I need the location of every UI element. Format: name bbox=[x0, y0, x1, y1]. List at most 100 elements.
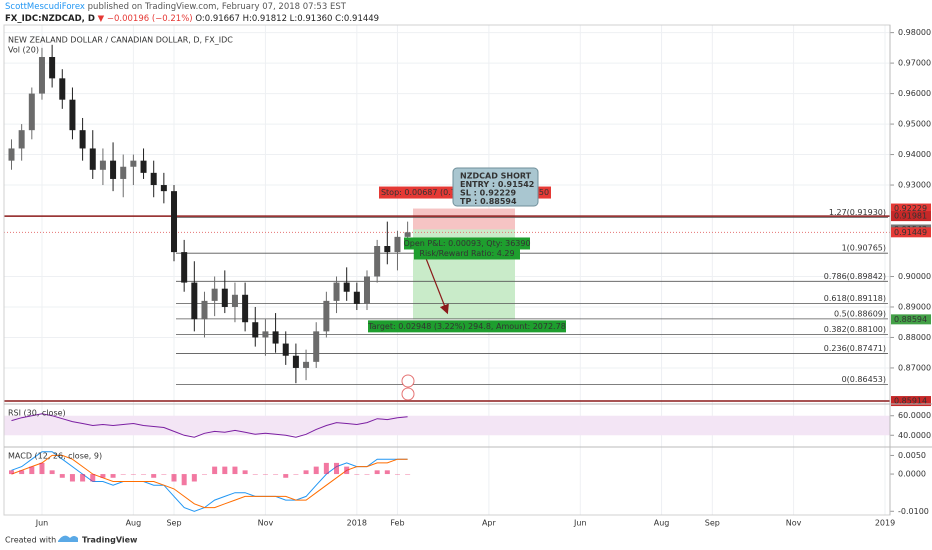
callout-box bbox=[452, 167, 539, 207]
price-label-bg bbox=[891, 227, 931, 238]
stop-zone bbox=[413, 208, 515, 230]
candle-body bbox=[211, 288, 218, 301]
y-tick-label: 60.0000 bbox=[898, 411, 931, 420]
candle-body bbox=[242, 294, 249, 323]
y-tick-label: 0.0050 bbox=[898, 451, 926, 460]
histogram-bar bbox=[334, 462, 340, 475]
y-tick-label: 0.94000 bbox=[898, 150, 931, 159]
histogram-bar bbox=[80, 474, 86, 482]
position-label-bg bbox=[414, 247, 520, 260]
histogram-bar bbox=[39, 462, 45, 475]
candle-body bbox=[201, 300, 208, 320]
histogram-bar bbox=[59, 474, 65, 478]
x-tick-label: Jun bbox=[35, 519, 49, 528]
histogram-bar bbox=[9, 470, 14, 475]
fib-label: 1(0.90765) bbox=[842, 244, 886, 253]
histogram-bar bbox=[344, 466, 350, 475]
symbol-line: FX_IDC:NZDCAD, D ▼ −0.00196 (−0.21%) O:0… bbox=[5, 14, 379, 24]
x-tick-label: Nov bbox=[786, 519, 802, 528]
fib-label: 1.27(0.91930) bbox=[829, 208, 886, 217]
author[interactable]: ScottMescudiForex bbox=[5, 2, 85, 12]
x-tick-label: Aug bbox=[126, 519, 142, 528]
y-tick-label: 0.87000 bbox=[898, 363, 931, 372]
callout-text: ENTRY : 0.91542 bbox=[460, 180, 534, 189]
y-tick-label: 0.89000 bbox=[898, 302, 931, 311]
histogram-bar bbox=[242, 470, 248, 475]
histogram-bar bbox=[273, 474, 279, 475]
candle-body bbox=[262, 331, 269, 338]
candle-body bbox=[120, 166, 127, 179]
chart-layer: 0.98000 0.97000 0.96000 0.95000 0.94000 0.930… bbox=[4, 25, 931, 528]
candle-body bbox=[343, 282, 350, 292]
rsi-line bbox=[11, 413, 408, 438]
y-tick-label: 0.98000 bbox=[898, 28, 931, 37]
candle-body bbox=[79, 130, 86, 149]
candle-body bbox=[394, 236, 401, 253]
y-tick-label: 0.95000 bbox=[898, 120, 931, 129]
histogram-bar bbox=[19, 470, 25, 475]
y-tick-label: -0.0100 bbox=[898, 507, 929, 516]
y-tick-label: 0.96000 bbox=[898, 89, 931, 98]
candle-body bbox=[384, 246, 391, 253]
candle-body bbox=[18, 130, 25, 149]
histogram-bar bbox=[181, 474, 187, 486]
price-label: 0.91449 bbox=[894, 228, 927, 237]
x-tick-label: Feb bbox=[390, 519, 404, 528]
candle-body bbox=[49, 57, 56, 79]
histogram-bar bbox=[405, 474, 411, 475]
histogram-bar bbox=[130, 474, 136, 475]
fib-label: 0(0.86453) bbox=[842, 375, 886, 384]
candle-body bbox=[252, 322, 259, 338]
position-label: Risk/Reward Ratio: 4.29 bbox=[419, 249, 514, 258]
callout-text: NZDCAD SHORT bbox=[460, 172, 532, 181]
candle-body bbox=[99, 160, 106, 170]
price-label-bg bbox=[891, 314, 931, 325]
histogram-bar bbox=[120, 474, 126, 475]
x-tick-label: Apr bbox=[482, 519, 497, 528]
histogram-bar bbox=[100, 474, 106, 478]
histogram-bar bbox=[69, 474, 75, 482]
y-tick-label: 0.93000 bbox=[898, 181, 931, 190]
histogram-bar bbox=[29, 466, 35, 475]
candle-body bbox=[69, 99, 76, 131]
x-tick-label: Aug bbox=[654, 519, 670, 528]
candle-body bbox=[191, 282, 198, 320]
histogram-bar bbox=[191, 474, 197, 482]
histogram-bar bbox=[394, 474, 400, 475]
candle-body bbox=[59, 78, 66, 100]
histogram-bar bbox=[212, 466, 218, 475]
price-label: 0.91981 bbox=[894, 212, 927, 221]
histogram-bar bbox=[303, 470, 309, 475]
macd-line bbox=[11, 454, 408, 509]
candle-body bbox=[282, 343, 289, 356]
histogram-bar bbox=[110, 474, 116, 478]
histogram-bar bbox=[252, 474, 258, 475]
x-tick-label: 2019 bbox=[875, 519, 895, 528]
candle-body bbox=[8, 148, 15, 161]
footer-brand[interactable]: TradingView bbox=[82, 536, 138, 545]
candle-body bbox=[292, 355, 299, 368]
position-label-bg bbox=[404, 237, 530, 250]
event-flag[interactable] bbox=[401, 387, 415, 401]
fib-label: 0.5(0.88609) bbox=[834, 309, 886, 318]
histogram-bar bbox=[232, 466, 238, 475]
candle-body bbox=[313, 331, 320, 362]
candle-body bbox=[404, 232, 411, 237]
x-tick-label: 2018 bbox=[347, 519, 367, 528]
candle-body bbox=[160, 185, 167, 192]
histogram-bar bbox=[201, 474, 207, 475]
fib-label: 0.618(0.89118) bbox=[824, 294, 886, 303]
event-flag[interactable] bbox=[401, 374, 415, 388]
position-label: Target: 0.02948 (3.22%) 294.8, Amount: 2… bbox=[367, 322, 566, 331]
callout-text: SL : 0.92229 bbox=[460, 189, 517, 198]
x-tick-label: Sep bbox=[166, 519, 181, 528]
histogram-bar bbox=[313, 466, 319, 475]
x-tick-label: Jun bbox=[573, 519, 587, 528]
y-tick-label: 40.0000 bbox=[898, 431, 931, 440]
candle-body bbox=[353, 291, 360, 304]
histogram-bar bbox=[90, 474, 96, 482]
histogram-bar bbox=[262, 474, 268, 475]
histogram-bar bbox=[384, 470, 390, 475]
candle-body bbox=[221, 288, 228, 307]
volume-label: Vol (20) bbox=[8, 46, 39, 55]
